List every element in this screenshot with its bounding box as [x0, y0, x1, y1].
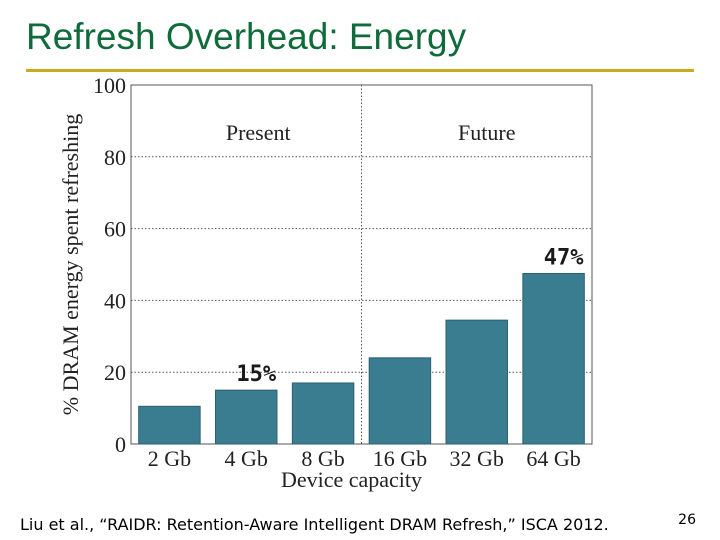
- y-axis-label: % DRAM energy spent refreshing: [58, 114, 83, 415]
- era-annotation: Present: [226, 120, 291, 145]
- bar: [522, 272, 585, 445]
- bar: [368, 357, 432, 445]
- x-tick-label: 4 Gb: [225, 446, 268, 471]
- page-number: 26: [678, 512, 696, 528]
- slide-title: Refresh Overhead: Energy: [26, 16, 467, 57]
- percent-callout: 15%: [236, 362, 276, 387]
- bar: [291, 382, 355, 445]
- y-tick-label: 0: [115, 432, 126, 457]
- x-tick-label: 32 Gb: [450, 446, 504, 471]
- bar: [215, 389, 278, 445]
- y-tick-label: 20: [104, 360, 126, 385]
- x-tick-label: 8 Gb: [301, 446, 344, 471]
- bar: [445, 319, 508, 445]
- y-tick-label: 80: [104, 145, 126, 170]
- y-tick-label: 100: [93, 73, 126, 98]
- era-annotation: Future: [458, 120, 515, 145]
- y-tick-label: 60: [104, 217, 126, 242]
- y-tick-label: 40: [104, 288, 126, 313]
- title-rule: [26, 69, 694, 72]
- x-tick-label: 64 Gb: [526, 446, 580, 471]
- x-tick-label: 2 Gb: [148, 446, 191, 471]
- citation: Liu et al., “RAIDR: Retention-Aware Inte…: [20, 515, 609, 534]
- x-tick-label: 16 Gb: [373, 446, 427, 471]
- bar: [138, 405, 201, 445]
- x-axis-label: Device capacity: [281, 467, 422, 492]
- percent-callout: 47%: [544, 245, 584, 270]
